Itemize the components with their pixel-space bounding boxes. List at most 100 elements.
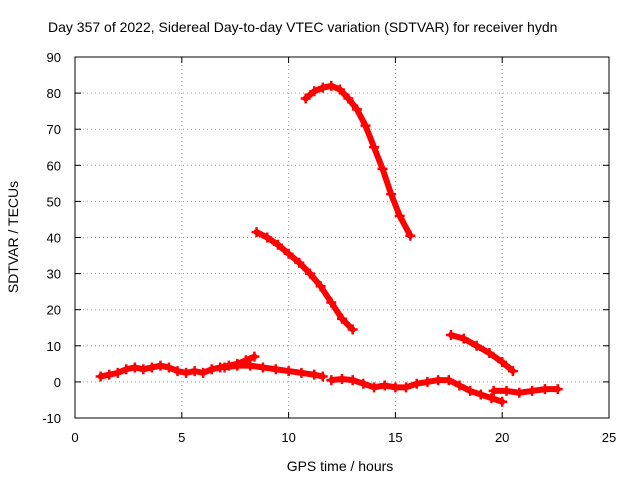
y-tick-label: 80 (47, 86, 61, 101)
data-point (488, 385, 499, 396)
y-tick-label: 30 (47, 267, 61, 282)
data-point (112, 367, 123, 378)
data-point (326, 80, 337, 91)
data-point (360, 120, 371, 131)
data-point (422, 376, 433, 387)
data-point (251, 227, 262, 238)
data-point (369, 142, 380, 153)
series-trace (253, 229, 356, 333)
data-point (358, 378, 369, 389)
data-point (501, 385, 512, 396)
data-point (347, 324, 358, 335)
y-tick-label: 90 (47, 50, 61, 65)
data-point (317, 82, 328, 93)
x-tick-label: 0 (71, 430, 78, 445)
data-point (206, 364, 217, 375)
data-point (471, 340, 482, 351)
y-tick-label: 0 (54, 375, 61, 390)
data-point (507, 366, 518, 377)
data-point (262, 232, 273, 243)
data-point (369, 382, 380, 393)
series-trace (447, 331, 516, 375)
series-arc-low-4 (488, 384, 563, 398)
y-axis-label: SDTVAR / TECUs (5, 181, 21, 293)
data-point (219, 362, 230, 373)
data-point (104, 369, 115, 380)
data-point (326, 297, 337, 308)
x-tick-label: 5 (178, 430, 185, 445)
data-point (458, 333, 469, 344)
series-arc-mid-1 (251, 227, 358, 335)
data-point (257, 362, 268, 373)
axis-ticks: 0 5 10 15 20 25 -10 0 10 20 30 40 50 60 70 80 90 (42, 50, 616, 445)
y-tick-label: 40 (47, 231, 61, 246)
series-trace (221, 362, 326, 380)
data-point (484, 348, 495, 359)
data-point (475, 389, 486, 400)
y-tick-label: 70 (47, 122, 61, 137)
data-point (465, 385, 476, 396)
series-arc-low-3 (326, 374, 508, 407)
data-point (121, 364, 132, 375)
data-point (232, 360, 243, 371)
y-tick-label: 60 (47, 158, 61, 173)
data-point (486, 393, 497, 404)
data-point (309, 86, 320, 97)
data-point (283, 366, 294, 377)
data-point (379, 380, 390, 391)
x-tick-label: 20 (495, 430, 509, 445)
data-point (172, 366, 183, 377)
data-point (138, 364, 149, 375)
data-point (343, 93, 354, 104)
data-point (445, 329, 456, 340)
data-point (552, 384, 563, 395)
data-point (377, 163, 388, 174)
data-point (394, 210, 405, 221)
data-point (351, 104, 362, 115)
x-tick-label: 10 (281, 430, 295, 445)
data-point (309, 369, 320, 380)
grid-lines (75, 57, 609, 418)
data-point (181, 367, 192, 378)
data-point (95, 371, 106, 382)
data-point (300, 93, 311, 104)
data-series (95, 80, 563, 407)
series-arc-low-2 (219, 360, 328, 382)
data-point (497, 357, 508, 368)
y-tick-label: -10 (42, 411, 61, 426)
data-point (401, 382, 412, 393)
data-point (433, 375, 444, 386)
data-point (304, 268, 315, 279)
data-point (497, 396, 508, 407)
data-point (514, 387, 525, 398)
data-point (270, 364, 281, 375)
y-tick-label: 10 (47, 339, 61, 354)
data-point (337, 313, 347, 324)
data-point (334, 84, 345, 95)
x-tick-label: 15 (388, 430, 402, 445)
data-point (296, 367, 307, 378)
x-tick-label: 25 (602, 430, 616, 445)
data-point (283, 248, 294, 259)
data-point (155, 360, 166, 371)
series-arc-mid-2 (445, 329, 518, 377)
data-point (198, 367, 209, 378)
data-point (249, 351, 260, 362)
data-point (539, 384, 550, 395)
data-point (294, 257, 305, 268)
y-tick-label: 20 (47, 303, 61, 318)
data-point (189, 366, 200, 377)
data-point (272, 239, 283, 250)
chart-title: Day 357 of 2022, Sidereal Day-to-day VTE… (48, 19, 557, 35)
data-point (129, 362, 140, 373)
data-point (326, 375, 337, 386)
data-point (386, 189, 397, 200)
series-arc-high (300, 80, 416, 241)
data-point (347, 375, 358, 386)
data-point (163, 362, 174, 373)
data-point (337, 374, 347, 385)
data-point (443, 375, 454, 386)
data-point (317, 371, 328, 382)
data-point (405, 230, 416, 241)
